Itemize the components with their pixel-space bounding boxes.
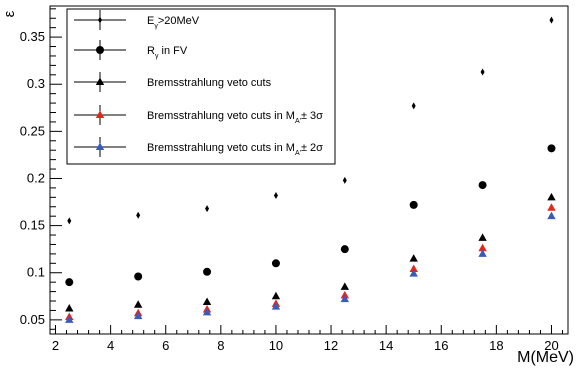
series-2 — [65, 144, 556, 287]
legend-marker — [96, 46, 104, 54]
legend-marker — [95, 142, 105, 150]
data-point — [205, 205, 210, 213]
legend-entry-2: Rγ in FV — [74, 40, 188, 60]
legend-label: Eγ>20MeV — [147, 15, 200, 30]
x-tick-label: 8 — [217, 338, 224, 353]
data-point — [478, 181, 487, 190]
data-point — [409, 264, 418, 272]
data-point — [340, 245, 349, 254]
data-point — [67, 217, 72, 225]
y-tick-label: 0.05 — [20, 312, 45, 327]
data-point — [271, 259, 280, 268]
data-point — [547, 211, 556, 220]
legend-entry-4: Bremsstrahlung veto cuts in MA'± 3σ — [74, 105, 323, 125]
data-point — [478, 233, 487, 241]
series-3 — [65, 192, 556, 312]
y-tick-label: 0.15 — [20, 218, 45, 233]
y-axis-label: ε — [1, 10, 18, 17]
x-tick-label: 20 — [544, 338, 558, 353]
x-tick-label: 18 — [489, 338, 503, 353]
data-point — [409, 269, 418, 277]
legend-box — [66, 8, 336, 165]
x-tick-label: 10 — [269, 338, 283, 353]
x-axis-ticks: 2 4 6 8 10 12 14 16 18 20 — [52, 325, 563, 353]
data-point — [133, 311, 143, 320]
data-points — [65, 16, 556, 323]
data-point — [133, 300, 143, 308]
y-tick-label: 0.1 — [27, 265, 45, 280]
series-5 — [65, 211, 556, 323]
data-point — [271, 302, 281, 310]
data-point — [409, 254, 418, 262]
data-point — [340, 282, 350, 290]
data-point — [342, 176, 347, 184]
legend: Eγ>20MeV Rγ in FV Bremsstrahlung veto cuts… — [66, 8, 336, 165]
legend-marker — [98, 16, 102, 24]
legend-entry-1: Eγ>20MeV — [74, 10, 200, 30]
legend-marker — [95, 110, 105, 118]
legend-entry-3: Bremsstrahlung veto cuts — [74, 72, 272, 92]
legend-label: Bremsstrahlung veto cuts in MA'± 3σ — [147, 110, 323, 125]
legend-marker — [95, 77, 105, 85]
legend-label: Bremsstrahlung veto cuts — [147, 77, 272, 89]
legend-label: Bremsstrahlung veto cuts in MA'± 2σ — [147, 142, 323, 157]
data-point — [203, 267, 212, 276]
data-point — [547, 192, 556, 201]
data-point — [65, 315, 74, 323]
y-tick-label: 0.3 — [27, 76, 45, 91]
data-point — [273, 191, 278, 199]
data-point — [340, 290, 350, 299]
data-point — [409, 200, 418, 209]
data-point — [65, 278, 74, 287]
y-tick-label: 0.35 — [20, 29, 45, 44]
y-tick-label: 0.2 — [27, 170, 45, 185]
data-point — [65, 304, 74, 312]
x-tick-label: 2 — [52, 338, 59, 353]
x-axis-label: M(MeV) — [517, 349, 574, 366]
data-point — [136, 211, 141, 219]
data-point — [202, 307, 212, 316]
data-point — [411, 102, 416, 110]
x-tick-label: 14 — [379, 338, 393, 353]
x-tick-label: 4 — [107, 338, 114, 353]
x-tick-label: 6 — [162, 338, 169, 353]
data-point — [340, 294, 350, 303]
data-point — [547, 203, 556, 211]
x-tick-label: 12 — [324, 338, 338, 353]
data-point — [202, 297, 212, 305]
legend-label: Rγ in FV — [147, 45, 188, 60]
legend-entry-5: Bremsstrahlung veto cuts in MA'± 2σ — [74, 137, 323, 157]
data-point — [478, 249, 487, 257]
data-point — [547, 144, 556, 153]
y-tick-label: 0.25 — [20, 123, 45, 138]
data-point — [549, 16, 554, 24]
y-axis-ticks: 0.05 0.1 0.15 0.2 0.25 0.3 0.35 — [20, 8, 62, 330]
series-1 — [67, 16, 554, 225]
data-point — [480, 68, 485, 76]
x-tick-label: 16 — [434, 338, 448, 353]
data-point — [271, 291, 281, 300]
data-point — [478, 243, 487, 252]
data-point — [134, 272, 143, 281]
